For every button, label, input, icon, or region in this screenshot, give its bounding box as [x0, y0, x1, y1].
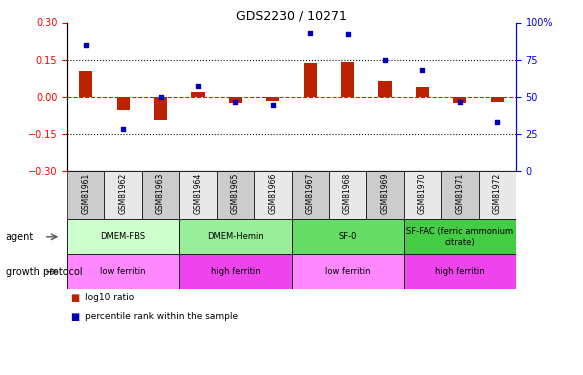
- Text: high ferritin: high ferritin: [435, 267, 484, 276]
- Text: low ferritin: low ferritin: [325, 267, 370, 276]
- Text: growth protocol: growth protocol: [6, 267, 82, 277]
- Bar: [416, 87, 429, 97]
- Point: [305, 30, 315, 36]
- Bar: [403, 254, 516, 289]
- Text: GSM81970: GSM81970: [418, 173, 427, 214]
- Bar: [403, 171, 441, 219]
- Bar: [441, 171, 479, 219]
- Bar: [304, 63, 317, 97]
- Bar: [104, 171, 142, 219]
- Bar: [67, 171, 104, 219]
- Text: percentile rank within the sample: percentile rank within the sample: [85, 312, 238, 321]
- Text: GSM81961: GSM81961: [81, 173, 90, 214]
- Text: log10 ratio: log10 ratio: [85, 293, 134, 302]
- Text: GSM81968: GSM81968: [343, 173, 352, 214]
- Bar: [154, 97, 167, 120]
- Bar: [378, 81, 392, 97]
- Bar: [142, 171, 180, 219]
- Bar: [479, 171, 516, 219]
- Point: [455, 99, 465, 105]
- Text: GSM81964: GSM81964: [194, 173, 202, 214]
- Text: GSM81967: GSM81967: [305, 173, 315, 214]
- Bar: [292, 171, 329, 219]
- Text: low ferritin: low ferritin: [100, 267, 146, 276]
- Point: [156, 94, 165, 100]
- Bar: [341, 62, 354, 97]
- Bar: [67, 254, 179, 289]
- Text: GSM81963: GSM81963: [156, 173, 165, 214]
- Text: agent: agent: [6, 232, 34, 242]
- Bar: [292, 254, 403, 289]
- Bar: [254, 171, 292, 219]
- Text: SF-0: SF-0: [338, 232, 357, 242]
- Point: [194, 83, 203, 89]
- Text: GDS2230 / 10271: GDS2230 / 10271: [236, 9, 347, 22]
- Bar: [454, 97, 466, 103]
- Bar: [179, 254, 292, 289]
- Text: GSM81966: GSM81966: [268, 173, 278, 214]
- Text: DMEM-Hemin: DMEM-Hemin: [207, 232, 264, 242]
- Text: SF-FAC (ferric ammonium
citrate): SF-FAC (ferric ammonium citrate): [406, 227, 514, 246]
- Point: [418, 67, 427, 73]
- Bar: [366, 171, 403, 219]
- Text: GSM81971: GSM81971: [455, 173, 464, 214]
- Text: GSM81972: GSM81972: [493, 173, 502, 214]
- Bar: [191, 92, 205, 97]
- Bar: [217, 171, 254, 219]
- Point: [118, 126, 128, 132]
- Text: ■: ■: [70, 293, 79, 303]
- Point: [231, 99, 240, 105]
- Point: [343, 32, 352, 38]
- Bar: [79, 70, 92, 97]
- Point: [268, 102, 278, 108]
- Text: GSM81962: GSM81962: [119, 173, 128, 214]
- Bar: [117, 97, 129, 110]
- Text: high ferritin: high ferritin: [210, 267, 260, 276]
- Bar: [179, 219, 292, 254]
- Bar: [229, 97, 242, 104]
- Point: [380, 57, 389, 63]
- Text: DMEM-FBS: DMEM-FBS: [101, 232, 146, 242]
- Point: [81, 42, 90, 48]
- Bar: [491, 97, 504, 102]
- Text: GSM81969: GSM81969: [381, 173, 389, 214]
- Bar: [329, 171, 366, 219]
- Text: ■: ■: [70, 312, 79, 322]
- Bar: [266, 97, 279, 101]
- Bar: [179, 171, 217, 219]
- Text: GSM81965: GSM81965: [231, 173, 240, 214]
- Bar: [403, 219, 516, 254]
- Point: [493, 119, 502, 125]
- Bar: [292, 219, 403, 254]
- Bar: [67, 219, 179, 254]
